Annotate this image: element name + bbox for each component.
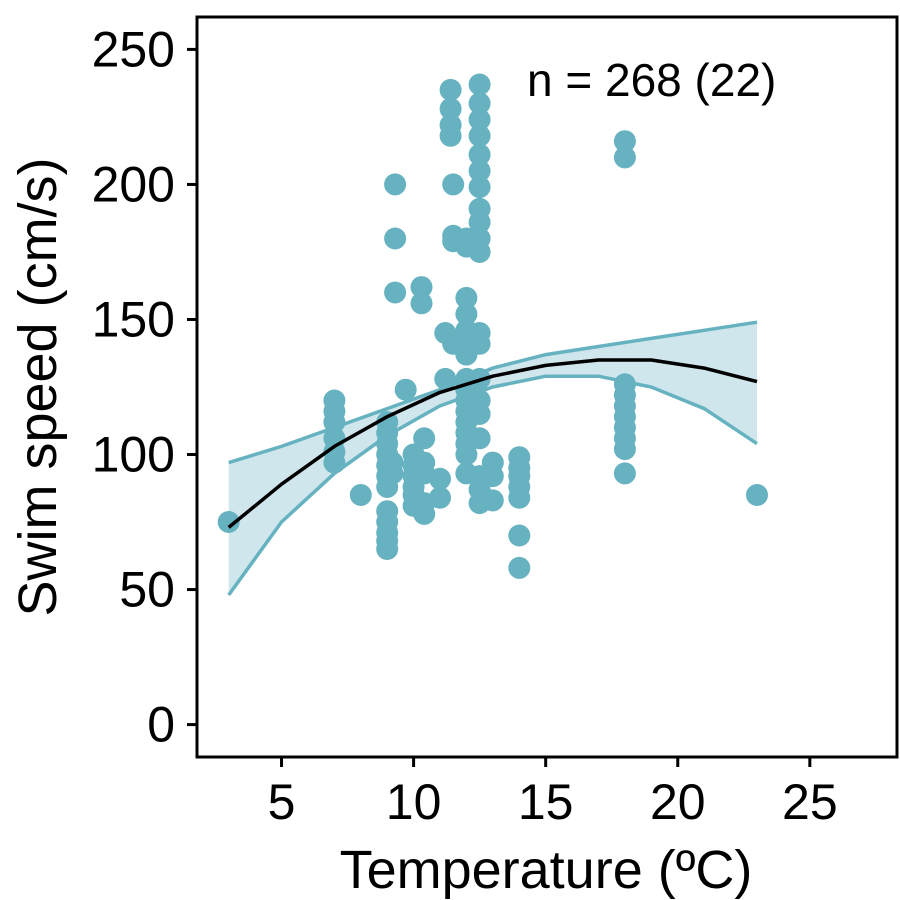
- data-point: [468, 403, 491, 425]
- data-point: [455, 303, 478, 326]
- data-point: [439, 124, 462, 147]
- data-point: [613, 462, 636, 485]
- data-point: [442, 173, 465, 196]
- data-point: [468, 92, 491, 115]
- data-point: [455, 443, 478, 466]
- data-point: [468, 176, 491, 199]
- data-point: [429, 486, 451, 509]
- sample-size-annotation: n = 268 (22): [527, 54, 776, 106]
- data-point: [410, 292, 433, 315]
- data-point: [468, 108, 491, 131]
- y-tick-label: 50: [119, 562, 175, 618]
- y-tick-label: 200: [92, 156, 175, 212]
- data-point: [468, 211, 491, 234]
- plot-frame: [195, 15, 899, 759]
- data-point: [413, 427, 436, 450]
- data-point: [384, 173, 407, 196]
- y-axis-title: Swim speed (cm/s): [8, 157, 68, 616]
- data-point: [349, 484, 372, 506]
- x-axis-title: Temperature (ºC): [340, 840, 753, 900]
- data-point: [508, 556, 531, 579]
- data-point: [376, 538, 399, 560]
- data-point: [468, 143, 491, 166]
- data-point: [613, 130, 636, 153]
- data-point: [413, 502, 436, 525]
- data-point: [613, 438, 636, 461]
- data-point: [323, 411, 346, 434]
- y-tick-label: 100: [92, 427, 175, 483]
- data-point: [394, 378, 417, 401]
- data-point: [455, 286, 478, 309]
- x-tick-label: 5: [268, 774, 296, 830]
- y-tick-label: 0: [147, 697, 175, 753]
- data-points-layer: [217, 73, 768, 579]
- fit-line-layer: [227, 358, 758, 529]
- y-tick-label: 250: [92, 21, 175, 77]
- ci-upper-line: [228, 320, 758, 465]
- data-point: [508, 486, 531, 509]
- data-point: [439, 78, 462, 101]
- data-point: [439, 97, 462, 120]
- data-point: [410, 276, 433, 299]
- x-tick-label: 10: [386, 774, 442, 830]
- data-point: [468, 332, 491, 355]
- axes-layer: [195, 15, 899, 759]
- data-point: [468, 427, 491, 450]
- data-point: [381, 462, 404, 485]
- x-tick-label: 15: [518, 774, 574, 830]
- data-point: [429, 467, 451, 490]
- data-point: [468, 159, 491, 182]
- data-point: [468, 124, 491, 147]
- data-point: [323, 451, 346, 474]
- data-point: [481, 489, 504, 512]
- data-point: [613, 146, 636, 169]
- data-point: [434, 367, 457, 390]
- x-tick-label: 25: [782, 774, 838, 830]
- data-point: [746, 484, 768, 506]
- data-point: [508, 524, 531, 547]
- data-point: [468, 73, 491, 96]
- fit-line: [227, 358, 758, 529]
- data-point: [481, 465, 504, 488]
- data-point: [384, 281, 407, 304]
- y-tick-label: 150: [92, 291, 175, 347]
- data-point: [384, 227, 407, 250]
- data-point: [217, 511, 240, 533]
- ci-lower-line: [227, 374, 758, 597]
- x-tick-label: 20: [650, 774, 706, 830]
- data-point: [468, 241, 491, 263]
